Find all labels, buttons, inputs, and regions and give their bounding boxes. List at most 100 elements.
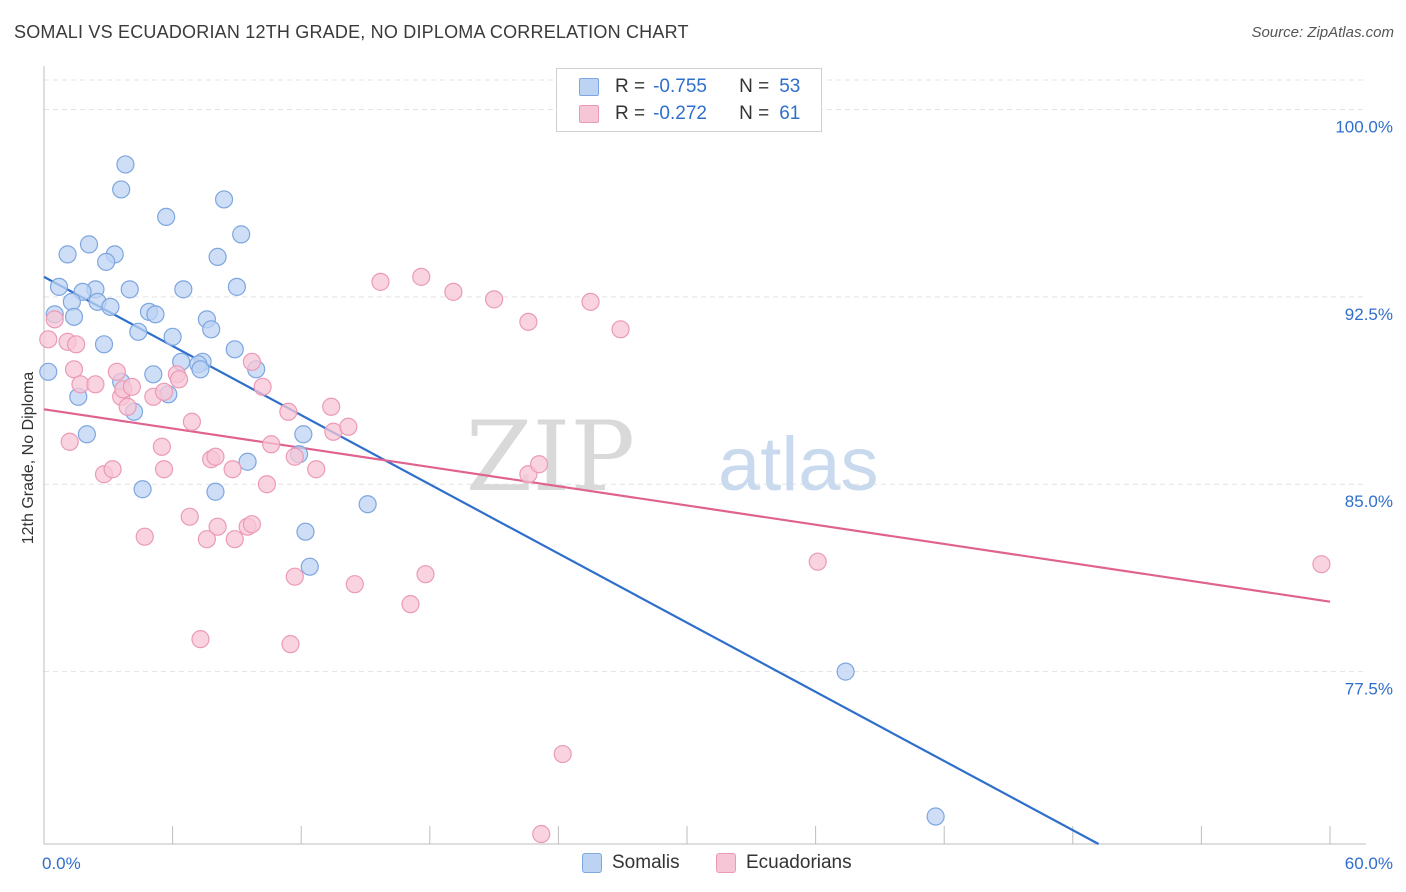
watermark-zip: ZIP: [466, 401, 635, 513]
ecuadorian-point: [581, 292, 600, 311]
correlation-legend: R = -0.755 N = 53 R = -0.272 N = 61: [556, 68, 822, 132]
ecuadorian-point: [154, 382, 174, 401]
chart-title: SOMALI VS ECUADORIAN 12TH GRADE, NO DIPL…: [14, 22, 689, 42]
watermark: ZIP atlas: [466, 401, 879, 513]
somali-point: [101, 297, 120, 316]
somali-point: [157, 207, 176, 227]
somali-point: [77, 425, 96, 444]
series-legend: Somalis Ecuadorians: [0, 852, 1406, 876]
ecuadorian-point: [322, 397, 341, 416]
somali-point: [144, 365, 163, 384]
somali-point: [129, 322, 148, 341]
watermark-atlas: atlas: [718, 422, 879, 507]
legend-swatch-somalis: [579, 78, 599, 96]
ecuadorian-point: [225, 530, 244, 549]
legend-n-label: N =: [739, 76, 770, 97]
ecuadorian-point: [371, 272, 390, 291]
somali-point: [146, 305, 165, 324]
somali-point: [296, 522, 315, 541]
series-swatch-somalis: [582, 853, 602, 873]
ecuadorian-point: [169, 370, 189, 389]
ecuadorian-point: [324, 422, 343, 441]
somali-point: [294, 425, 313, 444]
somali-trend-line: [43, 275, 1100, 845]
ecuadorian-point: [285, 567, 304, 586]
ecuadorian-point: [444, 282, 463, 301]
somali-point: [232, 225, 251, 244]
somali-point: [39, 362, 58, 381]
ecuadorian-point: [285, 447, 304, 466]
x-tick-label: 60.0%: [1345, 854, 1393, 873]
ecuadorian-point: [191, 630, 210, 649]
ecuadorian-point: [208, 517, 227, 536]
legend-r-label: R =: [615, 76, 646, 97]
y-tick-label: 100.0%: [1335, 117, 1393, 136]
ecuadorian-point: [307, 460, 326, 479]
somali-point: [208, 247, 227, 266]
somali-point: [191, 360, 210, 379]
ecuadorian-point: [206, 447, 225, 466]
somali-point: [214, 190, 234, 209]
ecuadorian-point: [118, 397, 137, 416]
ecuadorian-point: [64, 360, 84, 379]
somali-point: [64, 307, 84, 326]
ecuadorian-point: [197, 530, 216, 549]
somali-point: [206, 482, 225, 501]
legend-r-label: R =: [615, 103, 646, 124]
y-axis-label: 12th Grade, No Diploma: [20, 371, 37, 545]
legend-row-ecuadorians: R = -0.272 N = 61: [579, 102, 800, 126]
legend-n-value: 53: [779, 76, 801, 97]
somali-point: [227, 277, 246, 296]
somali-point: [58, 245, 77, 264]
ecuadorian-point: [154, 460, 174, 479]
somali-point: [202, 320, 221, 339]
somali-point: [358, 495, 377, 514]
legend-n-label: N =: [739, 103, 770, 124]
series-name-somalis: Somalis: [612, 852, 680, 873]
somali-point: [116, 155, 135, 174]
legend-swatch-ecuadorians: [579, 105, 599, 123]
ecuadorian-point: [257, 475, 277, 494]
ecuadorian-point: [530, 455, 549, 474]
series-swatch-ecuadorians: [716, 853, 736, 873]
ecuadorian-point: [262, 435, 281, 454]
source-label: Source: ZipAtlas.com: [1251, 24, 1394, 41]
somali-point: [926, 807, 945, 826]
series-legend-somalis[interactable]: Somalis: [582, 852, 680, 874]
legend-n-value: 61: [779, 103, 801, 124]
ecuadorian-point: [107, 362, 126, 381]
ecuadorian-point: [45, 310, 64, 329]
ecuadorian-point: [553, 744, 572, 764]
somali-point: [94, 335, 114, 354]
somali-point: [836, 662, 855, 681]
x-tick-label: 0.0%: [42, 854, 81, 873]
somali-point: [238, 452, 257, 471]
ecuadorian-point: [103, 460, 122, 479]
somali-point: [133, 480, 152, 499]
y-tick-label: 77.5%: [1345, 680, 1393, 699]
ecuadorian-point: [223, 460, 242, 479]
ecuadorian-point: [86, 375, 105, 394]
y-tick-label: 85.0%: [1345, 492, 1393, 511]
somali-point: [97, 252, 116, 271]
ecuadorian-point: [152, 437, 171, 456]
ecuadorian-point: [39, 330, 58, 349]
ecuadorian-point: [281, 635, 300, 654]
ecuadorian-point: [60, 432, 79, 451]
ecuadorian-point: [135, 527, 154, 546]
legend-row-somalis: R = -0.755 N = 53: [579, 75, 800, 99]
ecuadorian-point: [1312, 555, 1331, 574]
ecuadorian-point: [401, 595, 420, 614]
ecuadorian-trend-line: [43, 408, 1331, 603]
ecuadorian-point: [242, 515, 262, 534]
somali-point: [112, 180, 131, 199]
grid-layer: [44, 79, 1366, 673]
series-legend-ecuadorians[interactable]: Ecuadorians: [716, 852, 852, 874]
ecuadorian-point: [532, 824, 551, 844]
ecuadorian-point: [412, 267, 431, 286]
ecuadorian-point: [253, 377, 272, 396]
somali-point: [174, 280, 193, 299]
ecuadorian-point: [611, 320, 630, 339]
ecuadorian-point: [339, 417, 358, 436]
